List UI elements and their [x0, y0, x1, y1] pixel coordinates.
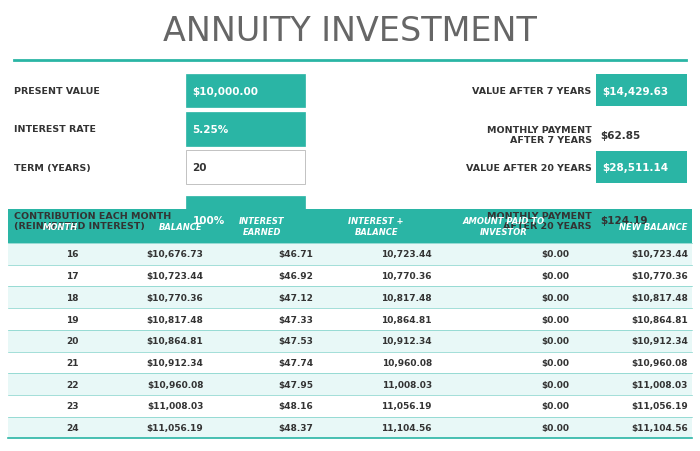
Text: NEW BALANCE: NEW BALANCE [619, 222, 687, 231]
FancyBboxPatch shape [8, 244, 692, 265]
FancyBboxPatch shape [8, 373, 692, 395]
Text: BALANCE: BALANCE [159, 222, 203, 231]
Text: 11,056.19: 11,056.19 [382, 401, 432, 410]
FancyBboxPatch shape [8, 287, 692, 308]
Text: 19: 19 [66, 315, 79, 324]
Text: $10,817.48: $10,817.48 [631, 293, 688, 302]
Text: $47.53: $47.53 [279, 336, 314, 345]
Text: ANNUITY INVESTMENT: ANNUITY INVESTMENT [163, 15, 537, 48]
Text: $47.74: $47.74 [279, 358, 314, 367]
Text: 17: 17 [66, 272, 79, 281]
Text: $11,056.19: $11,056.19 [147, 423, 204, 432]
Text: $0.00: $0.00 [541, 272, 569, 281]
Text: $10,723.44: $10,723.44 [631, 250, 688, 259]
Text: $10,864.81: $10,864.81 [631, 315, 688, 324]
Text: $10,000.00: $10,000.00 [193, 86, 258, 97]
Text: $11,008.03: $11,008.03 [631, 380, 688, 389]
Text: 16: 16 [66, 250, 79, 259]
Text: 10,770.36: 10,770.36 [382, 272, 432, 281]
Text: AMOUNT PAID TO
INVESTOR: AMOUNT PAID TO INVESTOR [463, 217, 545, 236]
Text: $46.71: $46.71 [279, 250, 314, 259]
Text: 20: 20 [193, 163, 207, 173]
Text: $11,104.56: $11,104.56 [631, 423, 688, 432]
FancyBboxPatch shape [596, 152, 687, 184]
Text: VALUE AFTER 20 YEARS: VALUE AFTER 20 YEARS [466, 164, 592, 172]
Text: $46.92: $46.92 [279, 272, 314, 281]
Text: $62.85: $62.85 [600, 130, 640, 140]
FancyBboxPatch shape [596, 75, 687, 107]
Text: 20: 20 [66, 336, 79, 345]
Text: INTEREST +
BALANCE: INTEREST + BALANCE [349, 217, 404, 236]
Text: $10,912.34: $10,912.34 [631, 336, 688, 345]
Text: $10,912.34: $10,912.34 [146, 358, 204, 367]
Text: $11,008.03: $11,008.03 [147, 401, 204, 410]
Text: $47.12: $47.12 [279, 293, 314, 302]
FancyBboxPatch shape [8, 395, 692, 417]
Text: $124.19: $124.19 [600, 216, 648, 226]
Text: 18: 18 [66, 293, 79, 302]
Text: INTEREST RATE: INTEREST RATE [14, 125, 96, 134]
Text: $0.00: $0.00 [541, 293, 569, 302]
Text: $48.37: $48.37 [279, 423, 314, 432]
Text: MONTHLY PAYMENT
AFTER 7 YEARS: MONTHLY PAYMENT AFTER 7 YEARS [486, 126, 592, 145]
FancyBboxPatch shape [8, 330, 692, 352]
Text: $0.00: $0.00 [541, 336, 569, 345]
Text: 10,723.44: 10,723.44 [381, 250, 432, 259]
Text: 100%: 100% [193, 216, 225, 226]
Text: 24: 24 [66, 423, 79, 432]
Text: 11,008.03: 11,008.03 [382, 380, 432, 389]
Text: MONTHLY PAYMENT
AFTER 20 YEARS: MONTHLY PAYMENT AFTER 20 YEARS [486, 212, 592, 230]
Text: $10,817.48: $10,817.48 [146, 315, 204, 324]
Text: VALUE AFTER 7 YEARS: VALUE AFTER 7 YEARS [473, 87, 592, 96]
Text: 21: 21 [66, 358, 79, 367]
FancyBboxPatch shape [8, 210, 692, 244]
Text: 10,960.08: 10,960.08 [382, 358, 432, 367]
FancyBboxPatch shape [186, 113, 304, 147]
FancyBboxPatch shape [8, 417, 692, 438]
Text: $10,960.08: $10,960.08 [631, 358, 688, 367]
Text: $10,723.44: $10,723.44 [146, 272, 204, 281]
Text: $11,056.19: $11,056.19 [631, 401, 688, 410]
Text: $0.00: $0.00 [541, 380, 569, 389]
Text: 23: 23 [66, 401, 79, 410]
Text: $14,429.63: $14,429.63 [602, 86, 668, 97]
Text: $10,770.36: $10,770.36 [631, 272, 688, 281]
Text: MONTH: MONTH [43, 222, 78, 231]
Text: 22: 22 [66, 380, 79, 389]
Text: $0.00: $0.00 [541, 315, 569, 324]
FancyBboxPatch shape [8, 308, 692, 330]
Text: TERM (YEARS): TERM (YEARS) [14, 164, 91, 172]
Text: $10,960.08: $10,960.08 [147, 380, 204, 389]
Text: $0.00: $0.00 [541, 358, 569, 367]
FancyBboxPatch shape [186, 151, 304, 185]
Text: $48.16: $48.16 [279, 401, 314, 410]
Text: $10,770.36: $10,770.36 [147, 293, 204, 302]
Text: $10,864.81: $10,864.81 [147, 336, 204, 345]
FancyBboxPatch shape [186, 196, 304, 246]
Text: 11,104.56: 11,104.56 [382, 423, 432, 432]
Text: 10,912.34: 10,912.34 [382, 336, 432, 345]
Text: 5.25%: 5.25% [193, 124, 229, 135]
Text: $0.00: $0.00 [541, 250, 569, 259]
Text: INTEREST
EARNED: INTEREST EARNED [239, 217, 285, 236]
FancyBboxPatch shape [8, 265, 692, 287]
Text: $47.95: $47.95 [279, 380, 314, 389]
FancyBboxPatch shape [8, 352, 692, 373]
Text: $47.33: $47.33 [279, 315, 314, 324]
Text: CONTRIBUTION EACH MONTH
(REINVESTED INTEREST): CONTRIBUTION EACH MONTH (REINVESTED INTE… [14, 212, 172, 230]
Text: $0.00: $0.00 [541, 423, 569, 432]
Text: 10,817.48: 10,817.48 [382, 293, 432, 302]
Text: $0.00: $0.00 [541, 401, 569, 410]
Text: PRESENT VALUE: PRESENT VALUE [14, 87, 100, 96]
Text: $10,676.73: $10,676.73 [146, 250, 204, 259]
Text: $28,511.14: $28,511.14 [602, 163, 668, 173]
Text: 10,864.81: 10,864.81 [382, 315, 432, 324]
FancyBboxPatch shape [186, 74, 304, 108]
